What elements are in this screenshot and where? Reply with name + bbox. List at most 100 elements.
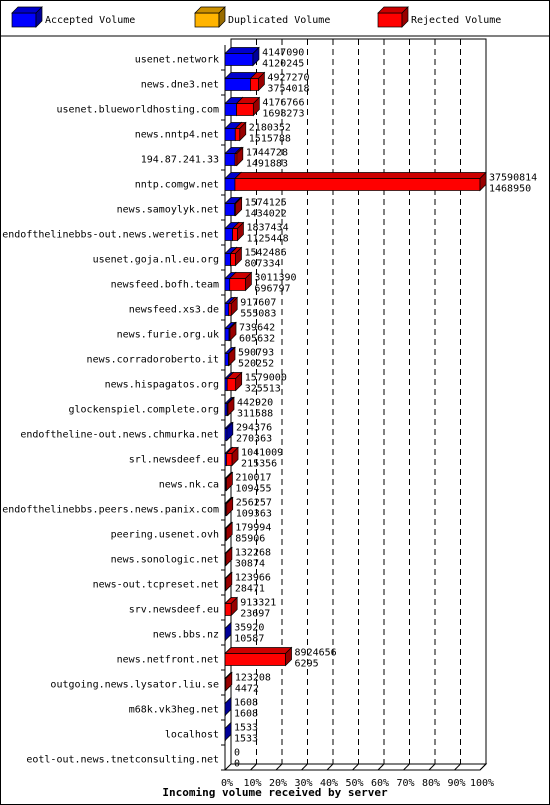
value-total-23: 35920 [234,623,264,634]
server-label-11: news.furie.org.uk [117,330,219,341]
value-total-1: 4927270 [267,73,309,84]
value-accepted-26: 1608 [234,709,258,720]
x-tick-label-6: 60% [371,778,389,789]
floor-tick-6 [377,763,385,771]
value-accepted-4: 1491883 [246,159,288,170]
value-total-19: 179994 [235,523,271,534]
legend-swatch-2 [377,6,409,28]
bar-group-4 [224,146,244,167]
bar-group-15 [224,421,234,442]
value-total-15: 294376 [236,423,272,434]
bar-rejected-14 [226,396,235,417]
value-total-0: 4147090 [262,48,304,59]
bar-rejected-9 [228,271,253,292]
server-label-13: news.hispagatos.org [105,380,219,391]
bar-group-10 [224,296,239,317]
floor-tick-3 [301,763,308,771]
value-accepted-3: 1515788 [249,134,291,145]
server-label-8: usenet.goja.nl.eu.org [93,255,219,266]
value-accepted-11: 605632 [239,334,275,345]
server-label-24: news.netfront.net [117,655,219,666]
server-label-1: news.dne3.net [141,80,219,91]
bar-rejected-3 [234,121,247,142]
bar-rejected-24 [224,646,293,667]
value-accepted-22: 23697 [240,609,270,620]
value-accepted-25: 4472 [235,684,259,695]
server-label-27: localhost [165,730,219,741]
value-total-22: 913321 [240,598,276,609]
bar-group-14 [224,396,235,417]
bar-accepted-23 [224,621,232,642]
value-total-17: 210017 [235,473,271,484]
floor-tick-8 [428,763,436,771]
value-total-13: 1579000 [245,373,287,384]
value-accepted-24: 6295 [295,659,319,670]
server-label-16: srl.newsdeef.eu [129,455,219,466]
value-total-2: 4176766 [262,98,304,109]
value-accepted-13: 325513 [245,384,281,395]
bar-group-22 [224,596,239,617]
server-label-25: outgoing.news.lysator.liu.se [50,680,219,691]
server-label-6: news.samoylyk.net [117,205,219,216]
bar-group-6 [224,196,243,217]
server-label-20: news.sonologic.net [111,555,219,566]
x-tick-label-0: 0% [221,778,233,789]
floor-tick-10 [479,763,487,771]
x-tick-label-10: 100% [470,778,494,789]
x-tick-label-1: 10% [243,778,261,789]
bar-rejected-13 [226,371,243,392]
bar-rejected-8 [229,246,243,267]
value-accepted-9: 696797 [254,284,290,295]
bar-group-13 [224,371,243,392]
value-total-26: 1608 [234,698,258,709]
value-accepted-27: 1533 [234,734,258,745]
value-total-24: 8924656 [295,648,337,659]
bar-group-19 [224,521,234,542]
server-label-23: news.bbs.nz [153,630,219,641]
value-accepted-7: 1125448 [246,234,288,245]
server-label-18: endofthelinebbs.peers.news.panix.com [2,505,219,516]
bar-accepted-26 [224,696,232,717]
bar-group-2 [224,96,261,117]
bar-group-23 [224,621,232,642]
bar-rejected-17 [224,471,234,492]
value-accepted-2: 1698273 [262,109,304,120]
legend-label-0: Accepted Volume [45,15,135,26]
value-total-16: 1041009 [241,448,283,459]
server-label-9: newsfeed.bofh.team [111,280,219,291]
server-label-0: usenet.network [135,55,219,66]
value-total-9: 3011390 [254,273,296,284]
value-accepted-17: 109455 [235,484,271,495]
floor-tick-4 [326,763,334,771]
value-total-20: 132268 [235,548,271,559]
bar-rejected-11 [228,321,237,342]
server-label-12: news.corradoroberto.it [87,355,219,366]
value-total-6: 1574125 [245,198,287,209]
x-tick-label-4: 40% [320,778,338,789]
value-total-4: 1744728 [246,148,288,159]
bar-group-11 [224,321,237,342]
value-accepted-19: 85906 [235,534,265,545]
bar-rejected-25 [224,671,233,692]
value-total-11: 739642 [239,323,275,334]
floor-tick-1 [250,763,257,771]
bar-group-16 [224,446,239,467]
server-label-15: endoftheline-out.news.chmurka.net [20,430,219,441]
legend-label-2: Rejected Volume [411,15,501,26]
bar-group-3 [224,121,247,142]
bar-group-17 [224,471,234,492]
server-label-17: news.nk.ca [159,480,219,491]
bar-group-1 [224,71,266,92]
legend-swatch-1 [194,6,226,28]
bar-rejected-19 [224,521,234,542]
bar-group-12 [224,346,236,367]
bar-group-26 [224,696,232,717]
floor-tick-7 [403,763,410,771]
server-label-26: m68k.vk3heg.net [129,705,219,716]
value-total-27: 1533 [234,723,258,734]
x-tick-label-8: 80% [422,778,440,789]
server-label-21: news-out.tcpreset.net [93,580,219,591]
bar-accepted-0 [224,46,260,67]
x-tick-label-2: 20% [269,778,287,789]
